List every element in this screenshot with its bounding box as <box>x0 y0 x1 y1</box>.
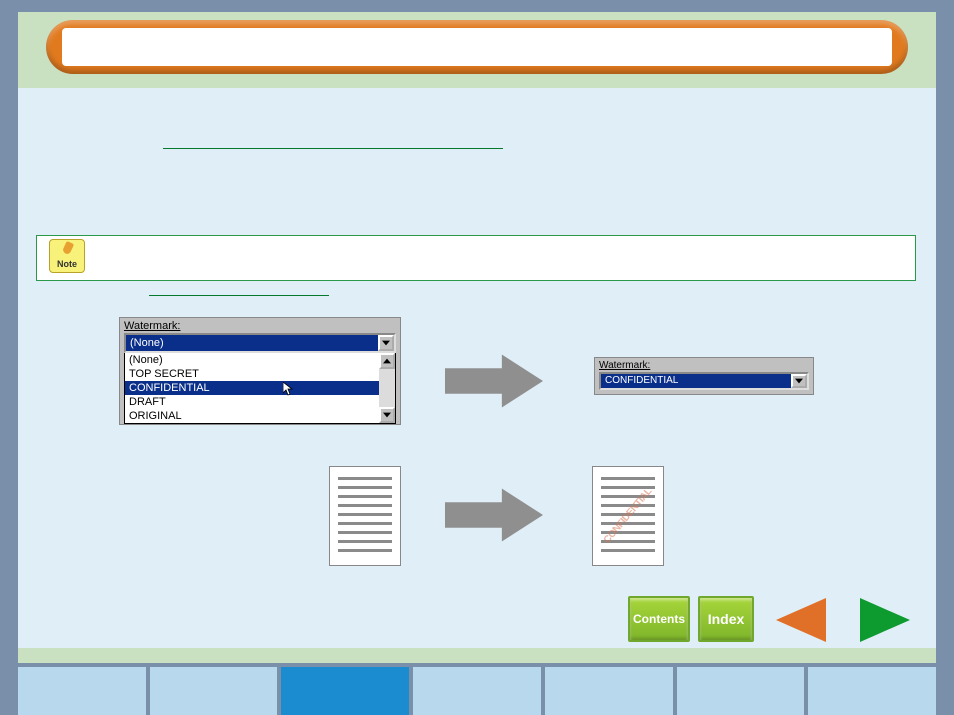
watermark-option[interactable]: (None) <box>125 353 379 367</box>
bottom-tab[interactable] <box>409 667 541 715</box>
bottom-tab[interactable] <box>18 667 146 715</box>
arrow-right-2 <box>445 488 543 542</box>
index-button-label: Index <box>708 611 745 627</box>
note-label: Note <box>57 259 77 269</box>
watermark-dropdown-result: Watermark: CONFIDENTIAL <box>594 357 814 395</box>
arrow-right-1 <box>445 354 543 408</box>
title-bar-field <box>62 28 892 66</box>
watermark-combobox-result-value: CONFIDENTIAL <box>601 374 791 388</box>
contents-button[interactable]: Contents <box>628 596 690 642</box>
watermark-option[interactable]: DRAFT <box>125 395 379 409</box>
contents-button-label: Contents <box>633 612 685 626</box>
heading-underline-1 <box>163 148 503 149</box>
bottom-tab[interactable] <box>277 667 409 715</box>
document-after: CONFIDENTIAL <box>592 466 664 566</box>
bottom-tab[interactable] <box>804 667 936 715</box>
watermark-options-list: (None)TOP SECRETCONFIDENTIALDRAFTORIGINA… <box>124 353 396 424</box>
watermark-option[interactable]: ORIGINAL <box>125 409 379 423</box>
watermark-combobox-value: (None) <box>126 335 378 351</box>
document-before <box>329 466 401 566</box>
watermark-label-left: Watermark: <box>124 320 396 332</box>
dropdown-button-result[interactable] <box>791 374 807 388</box>
scroll-down-button[interactable] <box>379 407 395 423</box>
bottom-tab-bar <box>18 663 936 715</box>
scrollbar[interactable] <box>379 353 395 423</box>
watermark-option[interactable]: TOP SECRET <box>125 367 379 381</box>
heading-underline-2 <box>149 295 329 296</box>
title-bar <box>46 20 908 74</box>
note-box: Note <box>36 235 916 281</box>
watermark-option[interactable]: CONFIDENTIAL <box>125 381 379 395</box>
watermark-label-right: Watermark: <box>599 360 809 371</box>
scroll-up-button[interactable] <box>379 353 395 369</box>
watermark-dropdown-expanded: Watermark: (None) (None)TOP SECRETCONFID… <box>119 317 401 425</box>
note-icon: Note <box>49 239 85 273</box>
bottom-tab[interactable] <box>673 667 805 715</box>
bottom-tab[interactable] <box>146 667 278 715</box>
watermark-combobox-result[interactable]: CONFIDENTIAL <box>599 372 809 390</box>
forward-button[interactable] <box>860 598 910 642</box>
bottom-tab[interactable] <box>541 667 673 715</box>
watermark-combobox[interactable]: (None) <box>124 333 396 353</box>
back-button[interactable] <box>776 598 826 642</box>
index-button[interactable]: Index <box>698 596 754 642</box>
dropdown-button[interactable] <box>378 335 394 351</box>
